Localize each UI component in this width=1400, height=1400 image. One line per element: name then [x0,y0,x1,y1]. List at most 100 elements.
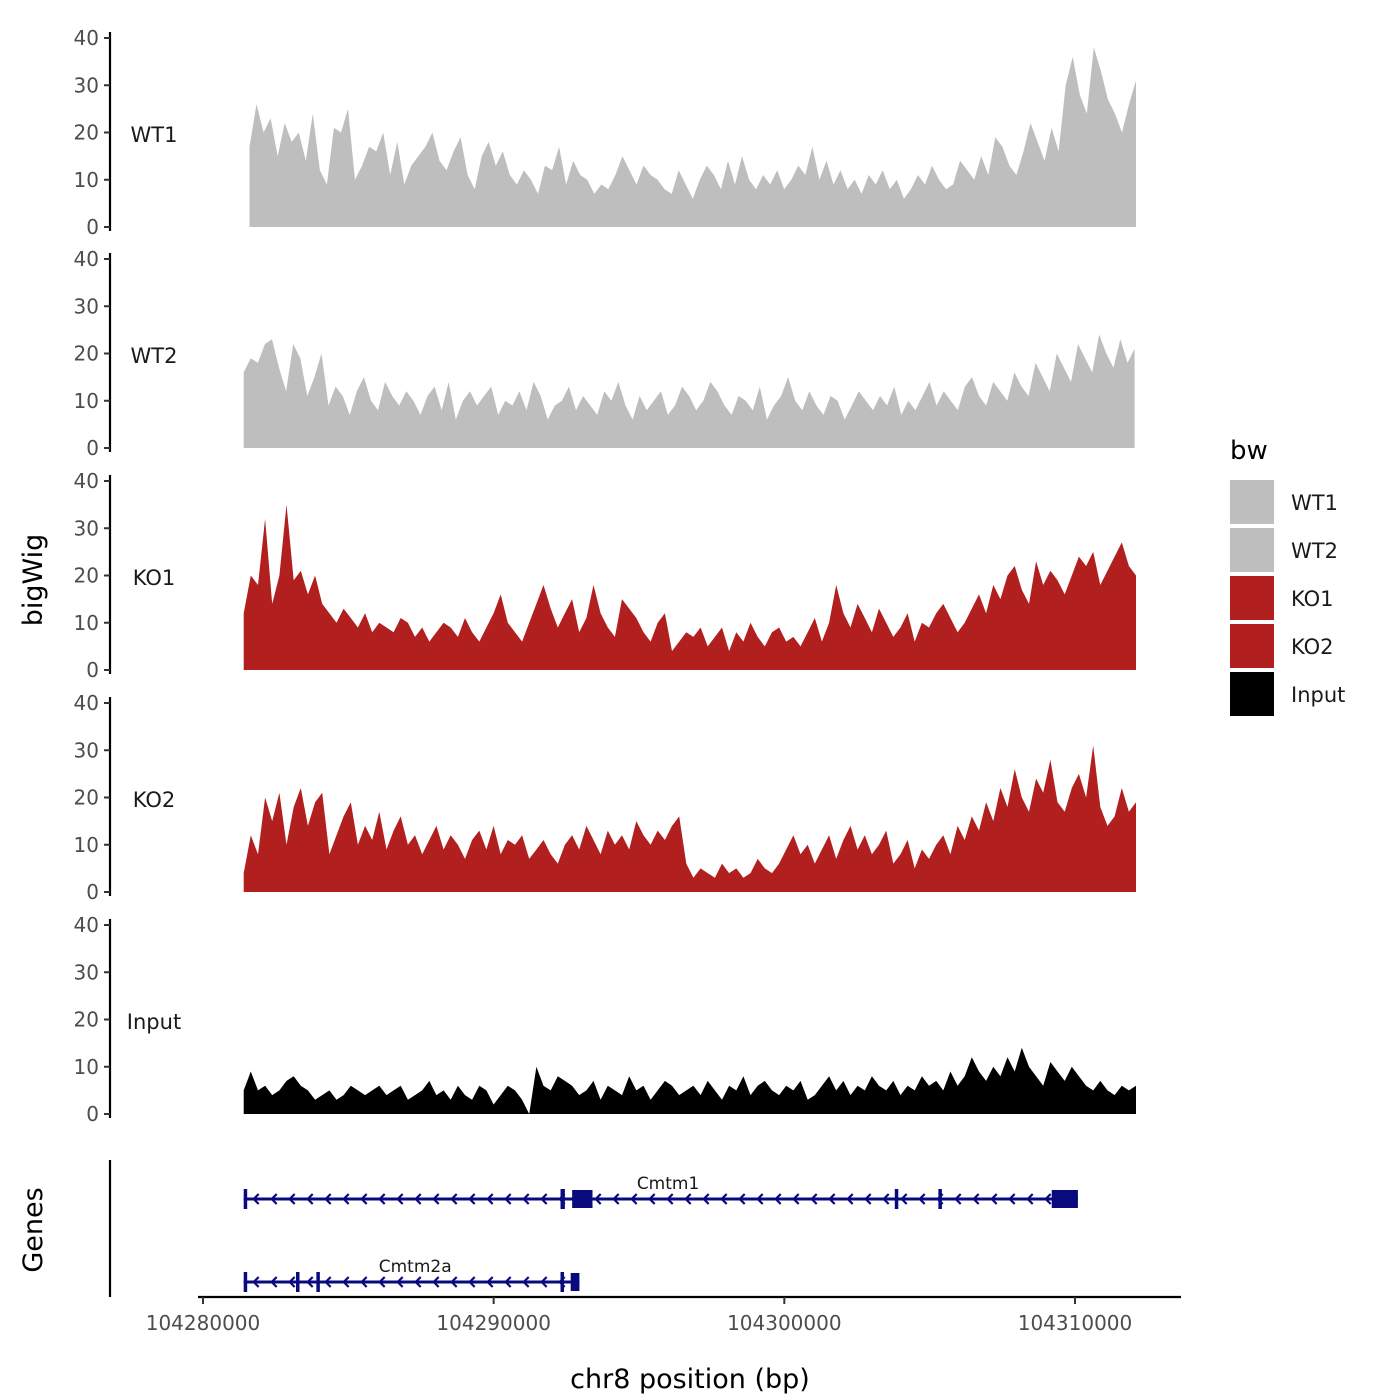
y-tick-label: 10 [74,611,99,635]
strand-arrow [270,1276,278,1288]
strand-arrow [468,1193,476,1205]
strand-arrow [522,1276,530,1288]
legend-item-wt2: WT2 [1230,528,1338,572]
strand-arrow [720,1193,728,1205]
strand-arrow [594,1193,602,1205]
strand-arrow [702,1193,710,1205]
y-tick-label: 10 [74,389,99,413]
y-tick-label: 40 [74,913,99,937]
strand-arrow [990,1193,998,1205]
track-label-wt2: WT2 [131,344,178,368]
signal-area-ko2 [243,745,1136,892]
y-tick-label: 40 [74,469,99,493]
y-tick-label: 0 [86,436,99,460]
gene-label-cmtm2a: Cmtm2a [379,1257,452,1277]
strand-arrow [252,1276,260,1288]
strand-arrow [648,1193,656,1205]
strand-arrow [396,1193,404,1205]
legend-swatch [1230,624,1274,668]
y-tick-label: 10 [74,833,99,857]
strand-arrow [288,1193,296,1205]
legend-item-ko1: KO1 [1230,576,1334,620]
strand-arrow [360,1276,368,1288]
legend-label: WT1 [1291,491,1338,515]
signal-area-wt2 [243,334,1135,448]
gene-label-cmtm1: Cmtm1 [637,1174,699,1194]
track-label-ko1: KO1 [133,566,176,590]
strand-arrow [378,1276,386,1288]
strand-arrow [342,1193,350,1205]
track-wt1: 0 10 20 30 40 WT1 [74,26,1136,239]
legend-swatch [1230,672,1274,716]
exon [243,1189,248,1209]
exon [560,1189,565,1209]
strand-arrow [450,1276,458,1288]
strand-arrow [972,1193,980,1205]
strand-arrow [774,1193,782,1205]
strand-arrow [450,1193,458,1205]
strand-arrow [846,1193,854,1205]
y-tick-label: 30 [74,294,99,318]
y-tick-label: 10 [74,1055,99,1079]
y-tick-label: 30 [74,73,99,97]
strand-arrow [864,1193,872,1205]
gene-track: Cmtm1 Cmtm2a [108,1160,1078,1297]
strand-arrow [792,1193,800,1205]
strand-arrow [414,1193,422,1205]
signal-area-wt1 [249,47,1136,228]
y-tick-label: 20 [74,342,99,366]
track-ko2: 0 10 20 30 40 KO2 [74,691,1136,904]
y-tick-label: 0 [86,658,99,682]
strand-arrow [486,1276,494,1288]
signal-area-ko1 [243,504,1136,670]
strand-arrow [342,1276,350,1288]
y-tick-label: 20 [74,121,99,145]
y-tick-label: 40 [74,26,99,50]
strand-arrow [504,1193,512,1205]
strand-arrow [612,1193,620,1205]
strand-arrow [432,1276,440,1288]
legend-item-wt1: WT1 [1230,480,1338,524]
track-label-input: Input [127,1010,181,1034]
y-tick-label: 0 [86,215,99,239]
strand-arrow [810,1193,818,1205]
x-tick-label: 104290000 [436,1311,551,1335]
strand-arrow [522,1193,530,1205]
exon [894,1189,899,1209]
strand-arrow [918,1193,926,1205]
x-axis-title: chr8 position (bp) [570,1364,810,1395]
y-tick-label: 40 [74,247,99,271]
strand-arrow [306,1193,314,1205]
strand-arrow [684,1193,692,1205]
strand-arrow [414,1276,422,1288]
legend-label: WT2 [1291,539,1338,563]
x-tick-label: 104300000 [727,1311,842,1335]
y-tick-label: 0 [86,1102,99,1126]
y-tick-label: 20 [74,564,99,588]
exon [570,1273,580,1291]
strand-arrow [900,1193,908,1205]
legend-label: Input [1291,683,1345,707]
exon [1051,1190,1078,1208]
exon [296,1272,300,1292]
strand-arrow [324,1193,332,1205]
strand-arrow [1008,1193,1016,1205]
strand-arrow [306,1276,314,1288]
x-tick-label: 104310000 [1018,1311,1133,1335]
strand-arrow [828,1193,836,1205]
legend-label: KO2 [1291,635,1334,659]
strand-arrow [954,1193,962,1205]
y-tick-label: 10 [74,168,99,192]
exon [572,1190,593,1208]
legend-title: bw [1230,436,1268,466]
legend-item-input: Input [1230,672,1345,716]
legend-item-ko2: KO2 [1230,624,1334,668]
strand-arrow [252,1193,260,1205]
legend: bw WT1 WT2 KO1 KO2 Input [1230,436,1345,716]
gene-cmtm2a: Cmtm2a [243,1257,580,1292]
strand-arrow [270,1193,278,1205]
strand-arrow [666,1193,674,1205]
strand-arrow [1026,1193,1034,1205]
y-tick-label: 30 [74,960,99,984]
